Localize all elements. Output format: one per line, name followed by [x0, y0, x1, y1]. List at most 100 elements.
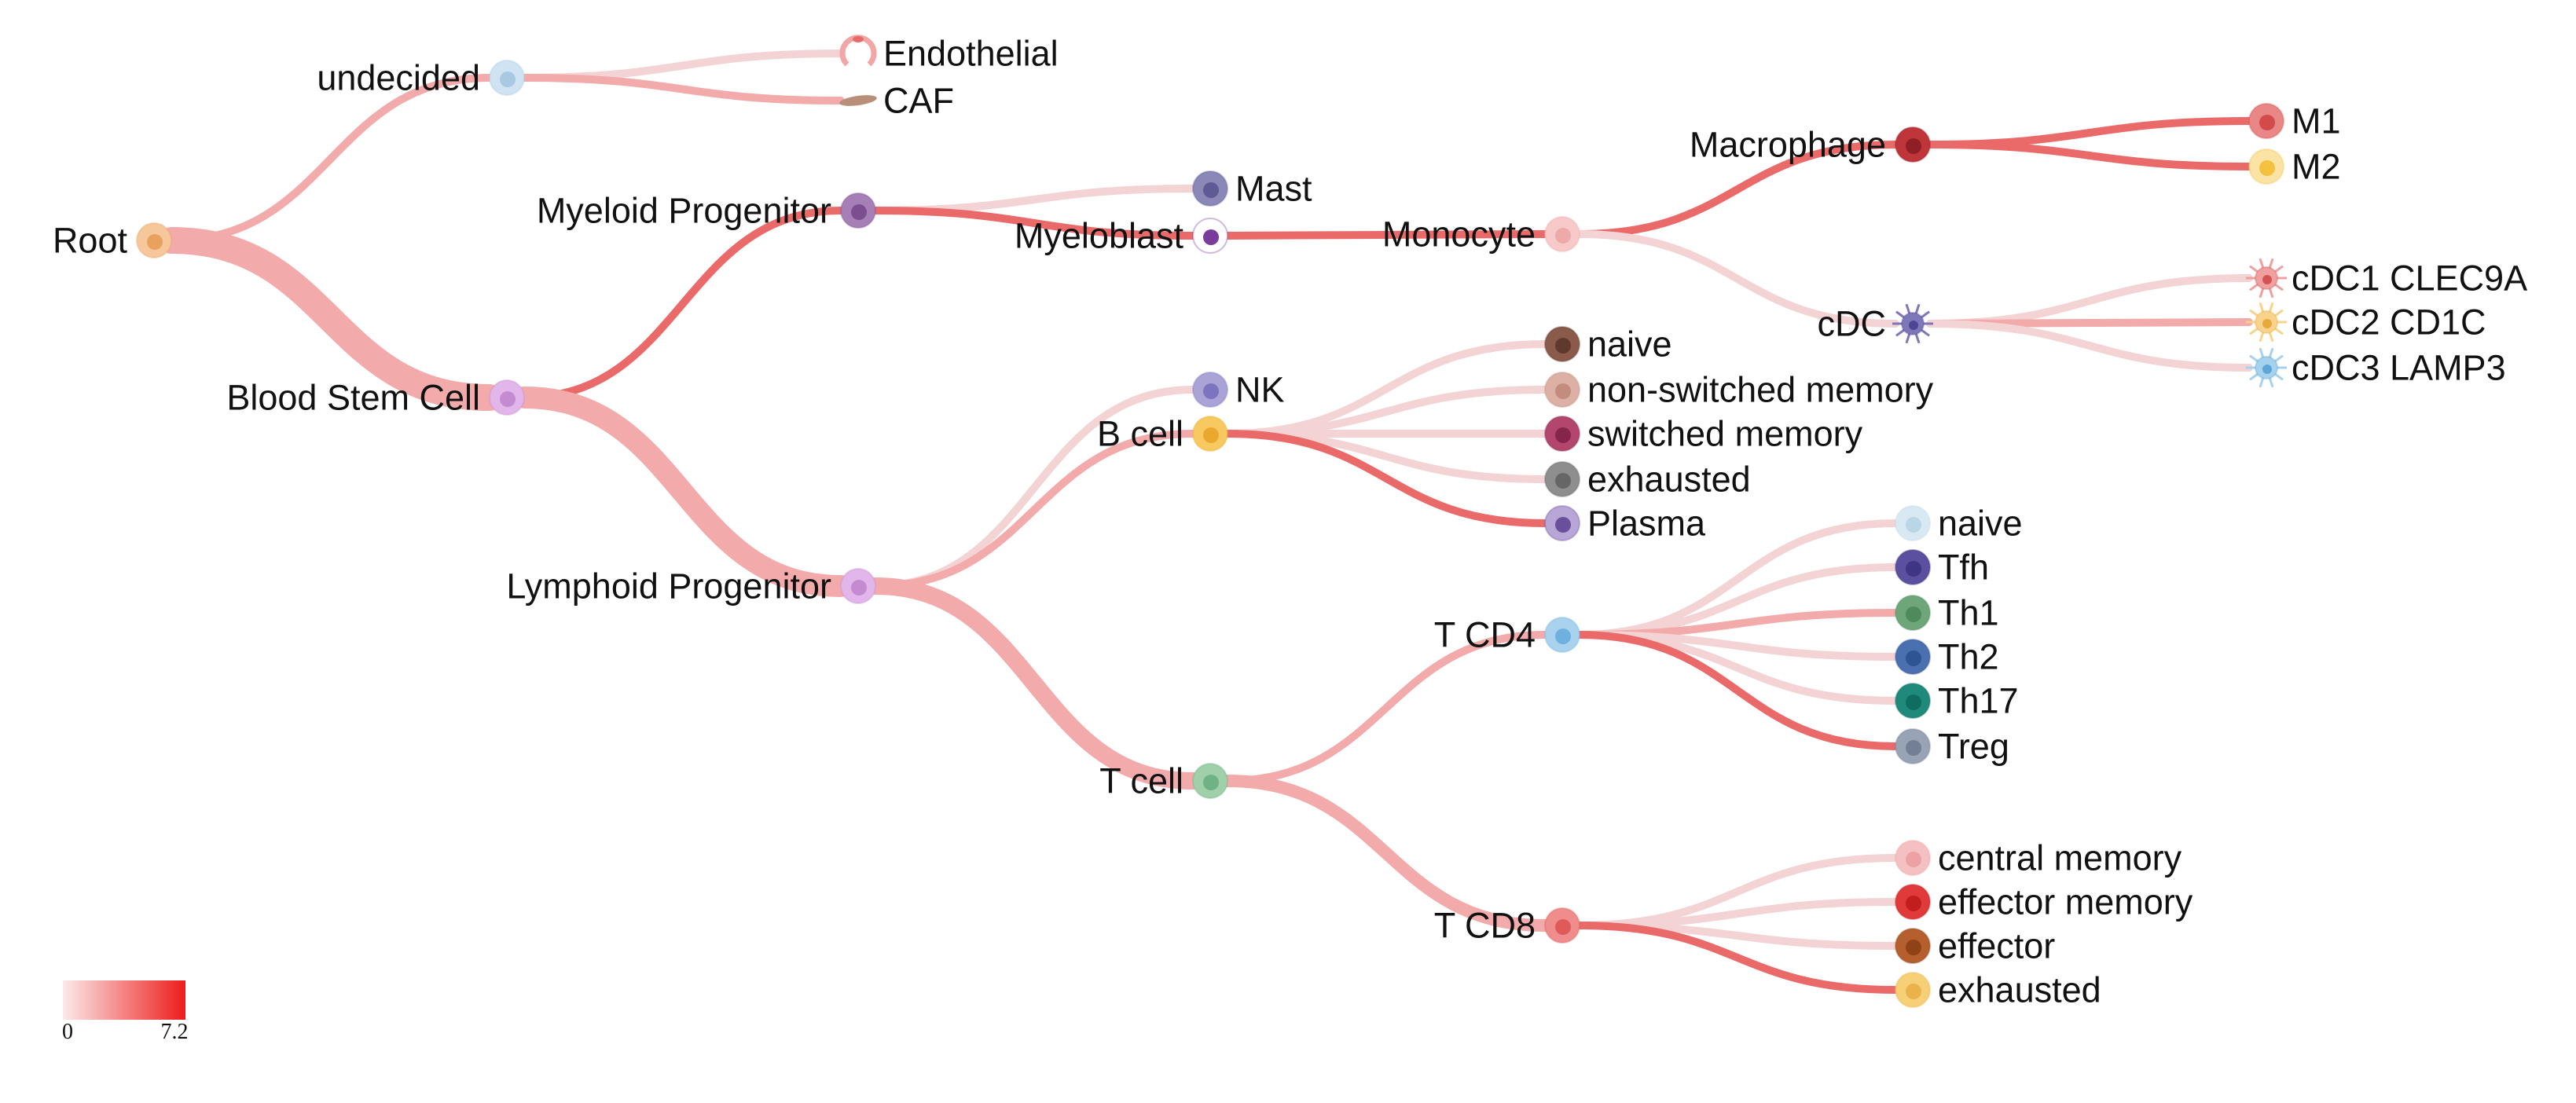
t-cell-icon — [1895, 505, 1931, 541]
monocyte-icon — [1544, 216, 1580, 252]
progenitor-cell-icon — [840, 192, 876, 229]
node-cdc3: cDC3 LAMP3 — [2246, 348, 2506, 388]
node-label: switched memory — [1587, 414, 1863, 454]
node-t8exh: exhausted — [1895, 970, 2101, 1010]
node-label: cDC — [1818, 304, 1887, 344]
t-cell-icon — [1544, 617, 1580, 653]
node-label: T CD4 — [1434, 615, 1536, 655]
node-label: Th2 — [1938, 637, 1999, 677]
node-label: Tfh — [1938, 548, 1989, 588]
t-cell-icon — [1895, 639, 1931, 675]
t-cell-icon — [1895, 928, 1931, 964]
node-myprog: Myeloid Progenitor — [537, 191, 876, 231]
node-label: Th1 — [1938, 593, 1999, 633]
node-th2: Th2 — [1895, 637, 1999, 677]
edge-lyprog-to-tcell — [867, 577, 1202, 790]
edge-cdc-to-cdc1 — [1926, 274, 2253, 328]
edge-myeloblast-to-monocyte — [1224, 230, 1549, 240]
edge-macrophage-to-m1 — [1926, 117, 2253, 148]
node-m1: M1 — [2248, 101, 2341, 141]
node-m2: M2 — [2248, 147, 2341, 187]
b-cell-icon — [1544, 326, 1580, 362]
node-undecided: undecided — [317, 58, 525, 98]
t-cell-icon — [1192, 763, 1228, 799]
t-cell-icon — [1895, 728, 1931, 764]
t-cell-icon — [1895, 884, 1931, 920]
node-t4naive: naive — [1895, 504, 2023, 544]
node-tcell: T cell — [1099, 761, 1228, 801]
node-bsc: Blood Stem Cell — [226, 378, 525, 418]
node-cdc: cDC — [1818, 303, 1933, 344]
edge-tcd8-to-t8exh — [1576, 922, 1899, 994]
lineage-nodes: Root undecided Endothelial CAF Blood Stem Ce… — [53, 34, 2527, 1010]
progenitor-cell-icon — [840, 568, 876, 604]
t-cell-icon — [1544, 907, 1580, 944]
node-label: T cell — [1099, 761, 1183, 801]
node-label: central memory — [1938, 838, 2182, 878]
node-bsm: switched memory — [1544, 414, 1863, 454]
node-label: cDC2 CD1C — [2292, 302, 2486, 343]
edge-undecided-to-caf — [520, 74, 845, 104]
node-macrophage: Macrophage — [1690, 125, 1931, 165]
node-label: effector — [1938, 926, 2055, 966]
legend-max-label: 7.2 — [161, 1020, 189, 1044]
node-label: naive — [1938, 504, 2023, 544]
node-bexh: exhausted — [1544, 460, 1751, 500]
nk-cell-icon — [1192, 372, 1228, 408]
node-label: effector memory — [1938, 882, 2193, 922]
legend-gradient-bar — [63, 980, 185, 1020]
node-t8em: effector memory — [1895, 882, 2193, 922]
node-root: Root — [53, 221, 172, 261]
node-cdc1: cDC1 CLEC9A — [2246, 258, 2527, 299]
macrophage-icon — [2248, 103, 2284, 139]
node-bnsm: non-switched memory — [1544, 370, 1934, 410]
node-label: Root — [53, 221, 128, 261]
node-tcd8: T CD8 — [1434, 906, 1580, 946]
t-cell-icon — [1895, 595, 1931, 631]
dendritic-cell-icon — [2246, 258, 2287, 299]
node-th17: Th17 — [1895, 681, 2019, 721]
node-cdc2: cDC2 CD1C — [2246, 302, 2486, 343]
node-plasma: Plasma — [1544, 504, 1706, 544]
edge-monocyte-to-macrophage — [1576, 141, 1899, 238]
node-tcd4: T CD4 — [1434, 615, 1580, 655]
myeloblast-icon — [1192, 218, 1228, 254]
node-label: Myeloblast — [1015, 216, 1184, 256]
t-cell-icon — [1895, 972, 1931, 1008]
node-label: T CD8 — [1434, 906, 1536, 946]
macrophage-icon — [2248, 148, 2284, 185]
node-mast: Mast — [1192, 169, 1312, 209]
node-label: undecided — [317, 58, 480, 98]
node-tfh: Tfh — [1895, 548, 1989, 588]
macrophage-icon — [1895, 126, 1931, 163]
dendritic-cell-icon — [2246, 302, 2287, 343]
node-label: non-switched memory — [1587, 370, 1934, 410]
edge-root-to-bsc — [158, 227, 503, 411]
edge-myprog-to-myeloblast — [872, 207, 1197, 240]
edge-bsc-to-myprog — [520, 207, 845, 401]
dendritic-cell-icon — [1892, 303, 1933, 344]
node-label: Monocyte — [1382, 214, 1536, 255]
node-t8eff: effector — [1895, 926, 2055, 966]
b-cell-icon — [1544, 372, 1580, 408]
edge-tcell-to-tcd8 — [1221, 775, 1551, 932]
edge-bsc-to-lyprog — [513, 387, 852, 597]
b-cell-icon — [1192, 416, 1228, 452]
node-monocyte: Monocyte — [1382, 214, 1580, 255]
node-t8cm: central memory — [1895, 838, 2182, 878]
node-label: NK — [1235, 370, 1285, 410]
dendritic-cell-icon — [2246, 347, 2287, 388]
epithelial-cell-icon — [489, 60, 525, 96]
endothelial-cell-icon — [839, 35, 877, 67]
legend-min-label: 0 — [62, 1020, 73, 1044]
edge-root-to-undecided — [167, 74, 494, 244]
edge-undecided-to-endothelial — [520, 49, 845, 82]
epithelial-cell-icon — [136, 222, 172, 258]
node-label: cDC3 LAMP3 — [2292, 348, 2506, 388]
stem-cell-icon — [489, 379, 525, 416]
t-cell-icon — [1895, 549, 1931, 585]
edge-tcd4-to-th1 — [1576, 609, 1899, 639]
t-cell-icon — [1895, 840, 1931, 876]
node-lyprog: Lymphoid Progenitor — [506, 566, 876, 606]
